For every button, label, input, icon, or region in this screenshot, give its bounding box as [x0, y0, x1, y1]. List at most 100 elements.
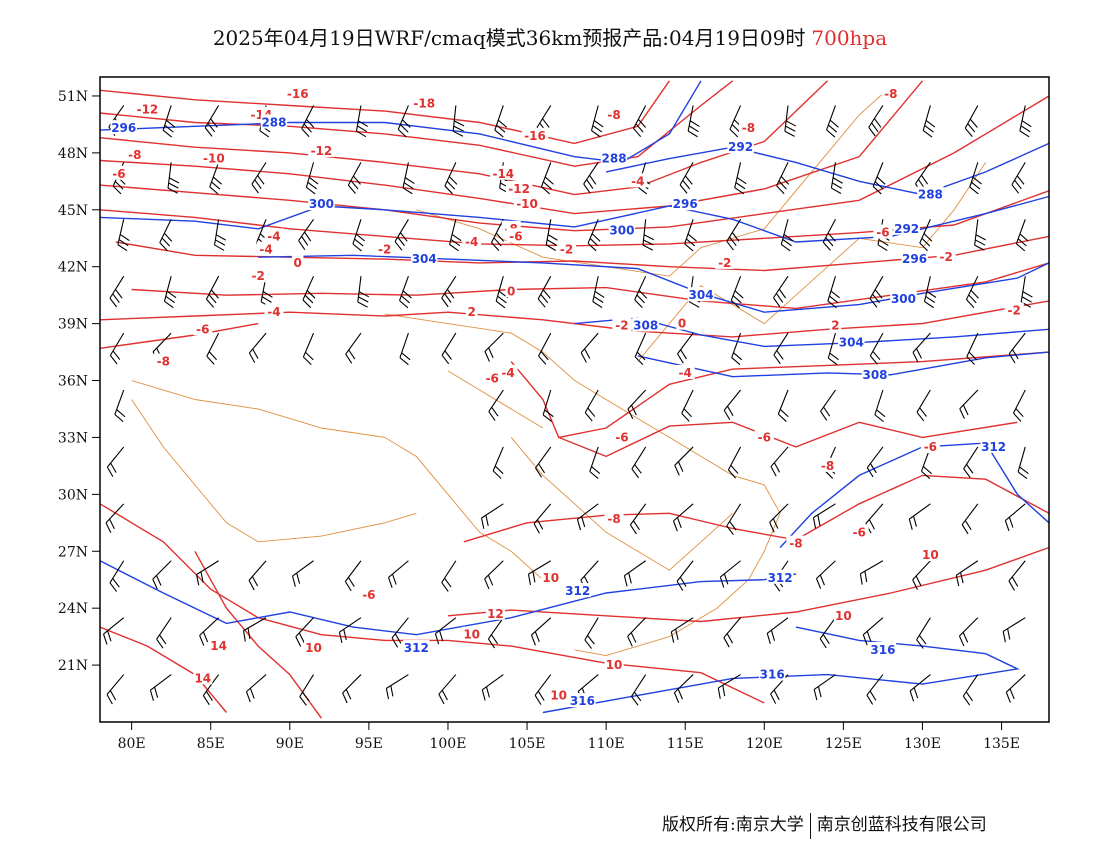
wind-barb [684, 219, 697, 252]
wind-barb [438, 674, 457, 705]
temperature-label-bg [490, 165, 517, 180]
temperature-label: -8 [742, 121, 755, 135]
wind-barb [441, 332, 457, 365]
wind-barb [167, 162, 180, 194]
wind-barb [530, 617, 552, 646]
height-label-bg [890, 290, 917, 305]
wind-barb [1017, 446, 1029, 479]
temperature-label: -6 [196, 322, 209, 336]
province-border [510, 437, 734, 571]
wind-barb [248, 332, 267, 363]
wind-barb [342, 674, 362, 704]
temperature-label: 10 [922, 548, 939, 562]
temperature-isotherm [99, 95, 1050, 232]
lon-tick-label: 130E [904, 736, 941, 752]
temperature-label-bg [193, 670, 213, 685]
lat-tick-label: 33N [58, 430, 88, 446]
wind-barb [214, 219, 227, 251]
wind-barb [492, 446, 504, 479]
lat-tick-label: 45N [58, 203, 88, 219]
wind-barb [717, 674, 741, 699]
footer-copyright: 版权所有:南京大学 [662, 815, 804, 835]
temperature-label: -8 [821, 459, 834, 473]
height-label-bg [632, 317, 659, 332]
title-level: 700hpa [811, 26, 888, 50]
province-border [384, 313, 781, 657]
height-label-bg [110, 120, 137, 135]
lat-tick-label: 21N [58, 658, 88, 674]
wind-barb [449, 219, 462, 252]
height-label: 296 [902, 252, 927, 266]
wind-barb [302, 332, 315, 366]
lon-tick-label: 80E [118, 736, 146, 752]
wind-barb [251, 162, 267, 194]
temperature-label-bg [125, 146, 145, 161]
province-border [416, 86, 892, 277]
wind-barb [534, 674, 552, 705]
temperature-label-bg [715, 254, 735, 269]
wind-barb [632, 105, 647, 138]
map-title: 2025年04月19日WRF/cmaq模式36km预报产品:04月19日09时 7… [0, 22, 1100, 51]
temperature-isotherm [194, 550, 322, 719]
wind-barb [385, 674, 409, 700]
wind-barb [872, 162, 886, 195]
wind-barb [869, 332, 884, 365]
temperature-label-bg [786, 535, 806, 550]
wind-barb [355, 105, 368, 138]
temperature-label: -8 [789, 537, 802, 551]
temperature-isotherm [99, 300, 1050, 338]
wind-barb [634, 275, 648, 309]
wind-barb [959, 389, 979, 419]
height-label-bg [403, 640, 430, 655]
lat-tick-label: 30N [58, 487, 88, 503]
wind-barb [908, 503, 931, 530]
wind-barb [672, 503, 694, 532]
wind-barb [106, 674, 125, 705]
temperature-label: -2 [251, 269, 264, 283]
temperature-label-bg [284, 86, 311, 101]
temperature-label-bg [506, 228, 526, 243]
temperature-label: -12 [137, 102, 159, 116]
height-label-bg [869, 641, 897, 656]
temperature-label: -8 [157, 355, 170, 369]
temperature-label: -4 [631, 174, 644, 188]
wind-barb [584, 389, 599, 422]
wind-barb [537, 275, 552, 308]
wind-barb [820, 389, 836, 421]
temperature-label-bg [873, 224, 893, 239]
wind-barb [302, 275, 316, 309]
wind-barb [344, 560, 362, 592]
temperature-label: -6 [758, 430, 771, 444]
wind-barb [955, 560, 979, 587]
wind-barb [726, 503, 742, 535]
temperature-label-bg [264, 228, 284, 243]
temperature-label-bg [248, 268, 268, 283]
temperature-label-bg [936, 249, 956, 264]
wind-barb [535, 446, 552, 478]
temperature-label-bg [513, 196, 541, 211]
temperature-label-bg [109, 165, 129, 180]
temperature-label: -12 [508, 182, 530, 196]
wind-barb [727, 446, 742, 479]
temperature-label: 10 [542, 571, 559, 585]
height-label-bg [608, 222, 636, 237]
province-border [131, 399, 417, 543]
wind-barb [773, 275, 789, 308]
temperature-label: -4 [465, 235, 478, 249]
temperature-label: -10 [203, 152, 225, 166]
wind-barb [730, 275, 744, 309]
temperature-label-bg [462, 234, 482, 249]
height-label-bg [727, 139, 754, 154]
temperature-label-bg [505, 180, 533, 195]
wind-barb [827, 332, 839, 366]
height-label-bg [569, 693, 596, 708]
height-label: 300 [309, 197, 334, 211]
wind-barb [958, 617, 979, 647]
temperature-label-bg [676, 315, 688, 330]
temperature-label: 0 [507, 284, 515, 298]
temperature-isotherm [447, 546, 1050, 623]
wind-barb [784, 105, 797, 137]
temperature-label-bg [498, 364, 518, 379]
wind-barb [862, 617, 884, 646]
wind-barb [202, 674, 220, 706]
